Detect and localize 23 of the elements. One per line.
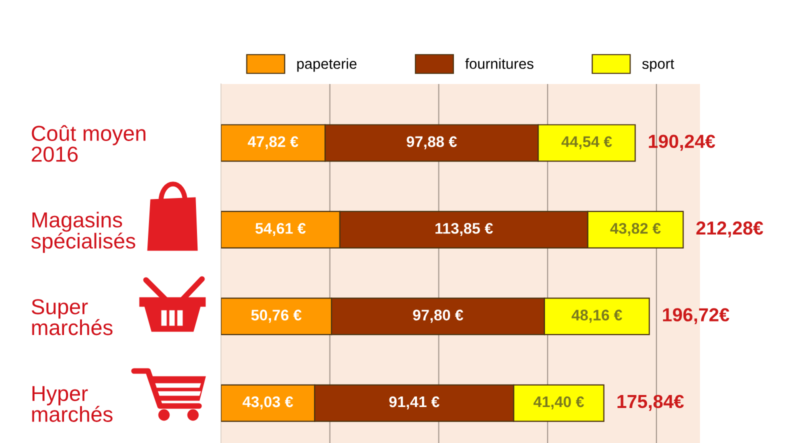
y-tick-label: Magasins spécialisés <box>31 212 136 253</box>
data-label: 44,54 € <box>561 136 612 150</box>
y-tick-label: Hyper marchés <box>32 386 112 422</box>
legend-label: fournitures <box>465 58 534 69</box>
data-label: 50,76 € <box>251 310 302 323</box>
data-label: 43,03 € <box>242 396 294 410</box>
data-label: 97,80 € <box>413 310 464 323</box>
legend-label: sport <box>642 59 674 72</box>
data-label: 48,16 € <box>572 310 622 323</box>
data-label: 113,85 € <box>435 222 493 236</box>
legend-label: papeterie <box>297 58 356 72</box>
data-label: 91,41 € <box>389 396 440 410</box>
total-label: 175,84€ <box>618 394 684 411</box>
data-label: 97,88 € <box>406 136 457 150</box>
total-label: 212,28€ <box>696 221 764 238</box>
y-tick-label: Coût moyen 2016 <box>32 125 146 162</box>
data-label: 54,61 € <box>255 222 306 236</box>
y-tick-label: Super marchés <box>32 299 112 336</box>
data-label: 47,82 € <box>248 136 298 150</box>
total-label: 196,72€ <box>662 308 730 324</box>
data-label: 43,82 € <box>610 222 661 236</box>
total-label: 190,24€ <box>648 134 716 151</box>
data-label: 41,40 € <box>534 396 584 410</box>
